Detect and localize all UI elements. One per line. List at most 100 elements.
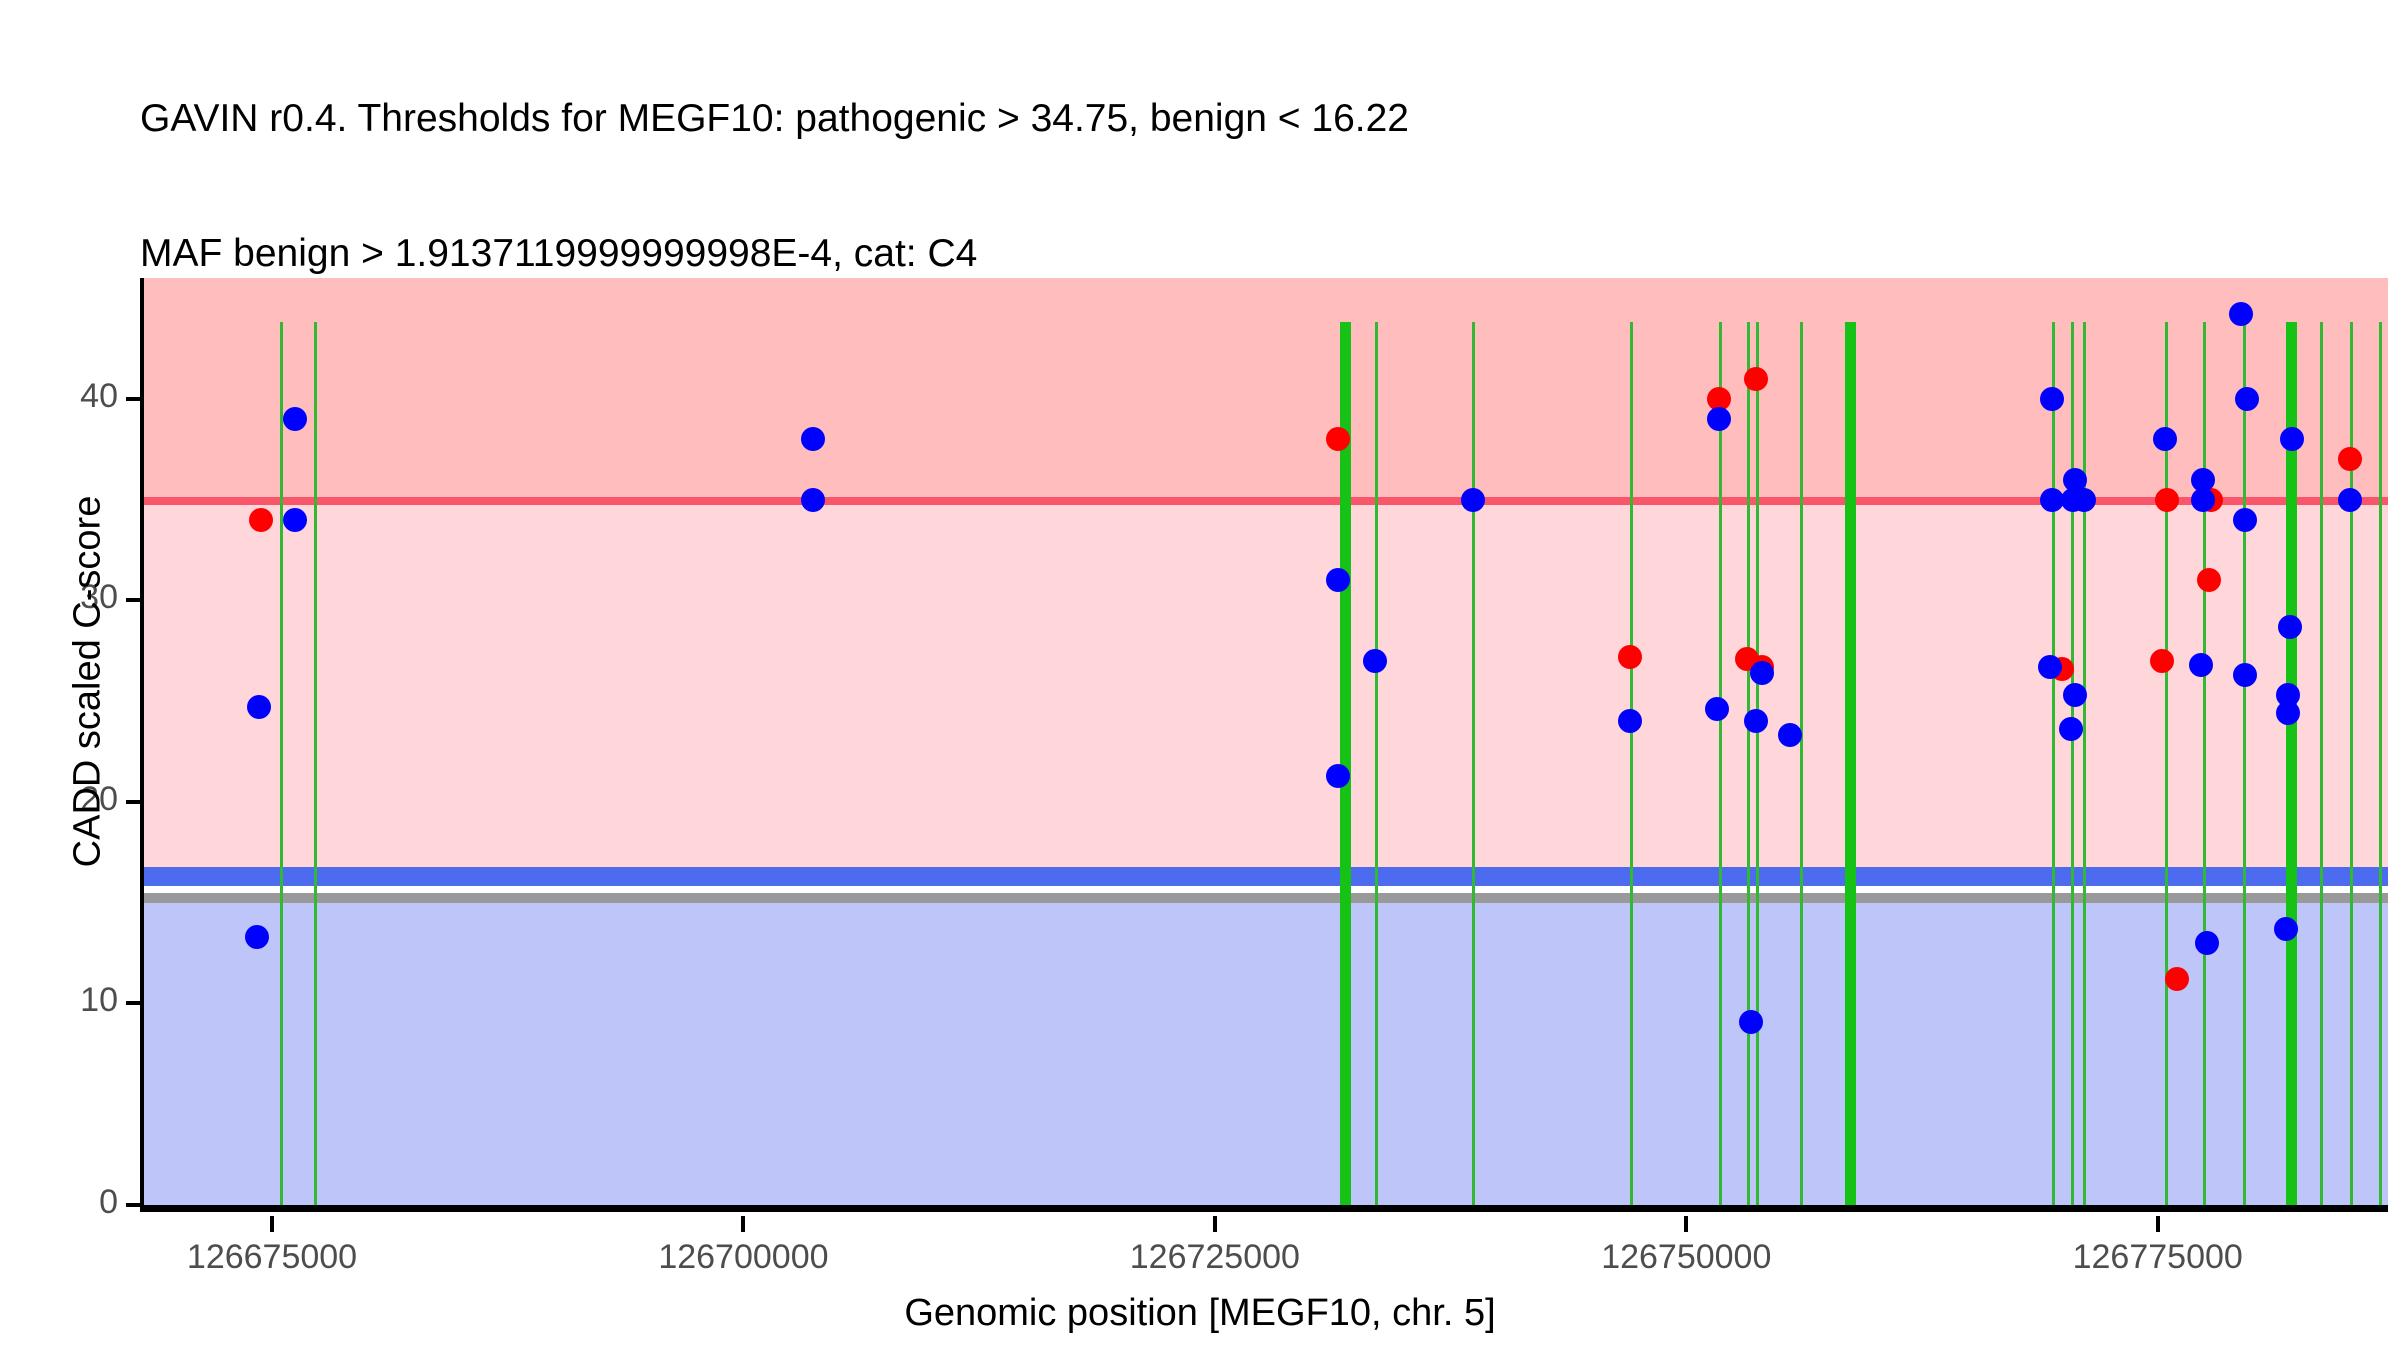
x-axis-tick-mark bbox=[1684, 1216, 1689, 1232]
gnomad-variant-point bbox=[1461, 487, 1486, 512]
pathogenic-variant-point bbox=[2149, 648, 2174, 673]
refseq-exon-line bbox=[2286, 322, 2298, 1205]
gnomad-variant-point bbox=[247, 695, 272, 720]
x-axis-tick-label: 126725000 bbox=[1129, 1238, 1300, 1276]
pathogenic-variant-point bbox=[1706, 386, 1731, 411]
refseq-exon-line bbox=[1629, 322, 1633, 1205]
y-axis-tick-mark bbox=[126, 598, 140, 603]
y-axis-tick-label: 40 bbox=[80, 376, 118, 415]
x-axis-label: Genomic position [MEGF10, chr. 5] bbox=[904, 1292, 1496, 1334]
plot-panel bbox=[140, 278, 2388, 1212]
gnomad-variant-point bbox=[282, 407, 307, 432]
gnomad-variant-point bbox=[1325, 763, 1350, 788]
refseq-exon-line bbox=[2242, 322, 2246, 1205]
title-line-1: GAVIN r0.4. Thresholds for MEGF10: patho… bbox=[140, 97, 1409, 140]
band-pathogenic-upper-region bbox=[144, 278, 2388, 505]
gnomad-variant-point bbox=[245, 924, 270, 949]
gnomad-variant-point bbox=[2276, 701, 2301, 726]
y-axis-tick-label: 0 bbox=[99, 1183, 118, 1221]
x-axis-tick-mark bbox=[1212, 1216, 1217, 1232]
pathogenic-variant-point bbox=[1744, 366, 1769, 391]
gnomad-variant-point bbox=[1778, 723, 1803, 748]
gnomad-variant-point bbox=[2234, 386, 2259, 411]
refseq-exon-line bbox=[313, 322, 317, 1205]
gnomad-variant-point bbox=[1363, 648, 1388, 673]
gnomad-variant-point bbox=[2228, 302, 2253, 327]
gnomad-variant-point bbox=[282, 507, 307, 532]
gnomad-variant-point bbox=[1617, 709, 1642, 734]
band-intermediate-region bbox=[144, 504, 2388, 871]
gnomad-variant-point bbox=[1704, 697, 1729, 722]
gnomad-variant-point bbox=[801, 487, 826, 512]
y-axis-tick-label: 20 bbox=[80, 779, 118, 818]
gnomad-variant-point bbox=[2191, 487, 2216, 512]
refseq-exon-line bbox=[2350, 322, 2354, 1205]
gnomad-variant-point bbox=[2040, 487, 2065, 512]
gnomad-variant-point bbox=[2189, 652, 2214, 677]
refseq-exon-line bbox=[2320, 322, 2324, 1205]
refseq-exon-line bbox=[1844, 322, 1856, 1205]
band-benign-threshold-line bbox=[144, 867, 2388, 886]
refseq-exon-line bbox=[2071, 322, 2075, 1205]
refseq-exon-line bbox=[279, 322, 283, 1205]
gnomad-variant-point bbox=[2279, 427, 2304, 452]
pathogenic-variant-point bbox=[2164, 967, 2189, 992]
refseq-exon-line bbox=[1375, 322, 1379, 1205]
gnomad-variant-point bbox=[2232, 507, 2257, 532]
gnomad-variant-point bbox=[2338, 487, 2363, 512]
gnomad-variant-point bbox=[2072, 487, 2097, 512]
refseq-exon-line bbox=[2203, 322, 2207, 1205]
gnomad-variant-point bbox=[2274, 916, 2299, 941]
gnomad-variant-point bbox=[1749, 660, 1774, 685]
pathogenic-variant-point bbox=[1325, 427, 1350, 452]
plot-area bbox=[144, 278, 2388, 1208]
gnomad-variant-point bbox=[2040, 386, 2065, 411]
refseq-exon-line bbox=[1718, 322, 1722, 1205]
y-axis-tick-label: 30 bbox=[80, 578, 118, 617]
refseq-exon-line bbox=[2052, 322, 2056, 1205]
gnomad-variant-point bbox=[2153, 427, 2178, 452]
gnomad-variant-point bbox=[2232, 662, 2257, 687]
x-axis-tick-mark bbox=[741, 1216, 746, 1232]
x-axis-tick-mark bbox=[2155, 1216, 2160, 1232]
gnomad-variant-point bbox=[1738, 1009, 1763, 1034]
gnomad-variant-point bbox=[2059, 717, 2084, 742]
refseq-exon-line bbox=[1339, 322, 1351, 1205]
y-axis-tick-mark bbox=[126, 1203, 140, 1207]
pathogenic-variant-point bbox=[2196, 568, 2221, 593]
refseq-exon-line bbox=[2082, 322, 2086, 1205]
pathogenic-variant-point bbox=[2155, 487, 2180, 512]
x-axis-tick-mark bbox=[270, 1216, 274, 1232]
pathogenic-variant-point bbox=[248, 507, 273, 532]
refseq-exon-line bbox=[2378, 322, 2382, 1205]
gnomad-variant-point bbox=[1325, 568, 1350, 593]
gnomad-variant-point bbox=[801, 427, 826, 452]
gnomad-variant-point bbox=[1706, 407, 1731, 432]
x-axis-tick-label: 126750000 bbox=[1601, 1238, 1772, 1276]
gnomad-variant-point bbox=[2191, 467, 2216, 492]
refseq-exon-line bbox=[1471, 322, 1475, 1205]
refseq-exon-line bbox=[1756, 322, 1760, 1205]
y-axis-tick-mark bbox=[126, 1001, 140, 1006]
x-axis-tick-label: 126775000 bbox=[2072, 1238, 2243, 1276]
y-axis-tick-mark bbox=[126, 799, 140, 804]
y-axis-tick-label: 10 bbox=[80, 981, 118, 1020]
band-benign-region bbox=[144, 902, 2388, 1205]
y-axis-tick-mark bbox=[126, 396, 140, 401]
refseq-exon-line bbox=[2165, 322, 2169, 1205]
zero-baseline bbox=[144, 1205, 2388, 1208]
pathogenic-variant-point bbox=[2338, 447, 2363, 472]
x-axis-tick-label: 126700000 bbox=[658, 1238, 829, 1276]
gnomad-variant-point bbox=[2038, 654, 2063, 679]
refseq-exon-line bbox=[1799, 322, 1803, 1205]
gnomad-variant-point bbox=[2277, 614, 2302, 639]
gnomad-variant-point bbox=[2062, 683, 2087, 708]
title-line-2: MAF benign > 1.9137119999999998E-4, cat:… bbox=[140, 232, 978, 275]
gnomad-variant-point bbox=[1744, 709, 1769, 734]
x-axis-tick-label: 126675000 bbox=[186, 1238, 358, 1276]
refseq-exon-line bbox=[1746, 322, 1750, 1205]
pathogenic-variant-point bbox=[1617, 644, 1642, 669]
gnomad-variant-point bbox=[2062, 467, 2087, 492]
gnomad-variant-point bbox=[2194, 931, 2219, 956]
